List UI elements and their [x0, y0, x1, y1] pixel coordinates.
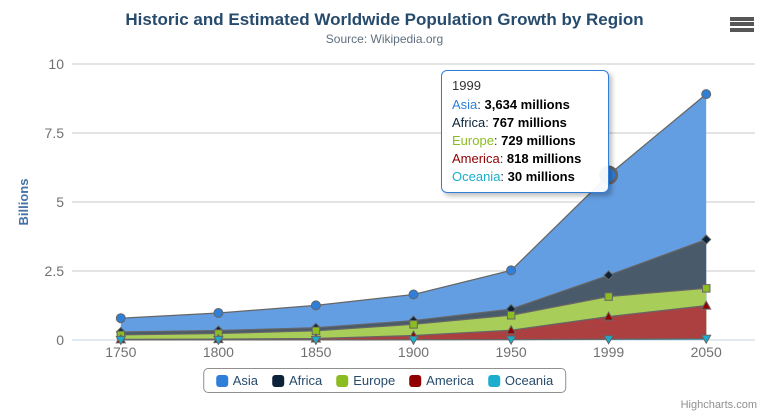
x-axis-label-1999: 1999: [593, 344, 624, 360]
marker-oceania-1750[interactable]: [115, 335, 127, 346]
marker-africa-2050[interactable]: [700, 234, 712, 245]
x-axis-label-1850: 1850: [300, 344, 331, 360]
hamburger-icon: [730, 16, 756, 32]
tooltip-series-value: 818 millions: [506, 151, 582, 166]
credits-link[interactable]: Highcharts.com: [680, 399, 757, 411]
legend-label: Asia: [232, 373, 259, 388]
marker-europe-1999[interactable]: [604, 292, 613, 301]
legend-label: America: [426, 373, 474, 388]
marker-asia-2050[interactable]: [701, 89, 712, 100]
x-axis-label-1750: 1750: [105, 344, 136, 360]
y-axis-label: 10: [48, 56, 64, 72]
marker-oceania-2050[interactable]: [700, 334, 712, 345]
marker-asia-1950[interactable]: [506, 265, 517, 276]
marker-oceania-1950[interactable]: [505, 335, 517, 346]
y-axis-label: 7.5: [45, 125, 65, 141]
marker-europe-1950[interactable]: [506, 311, 516, 320]
tooltip-row-oceania: Oceania: 30 millions: [452, 169, 575, 184]
marker-asia-1900[interactable]: [408, 289, 419, 300]
legend-item-europe[interactable]: Europe: [336, 373, 395, 388]
legend-swatch-icon: [215, 374, 228, 387]
tooltip-row-europe: Europe: 729 millions: [452, 133, 576, 148]
legend-item-america[interactable]: America: [409, 373, 474, 388]
tooltip-series-value: 729 millions: [501, 133, 576, 148]
marker-america-1999[interactable]: [603, 311, 614, 321]
y-axis-label: 2.5: [45, 263, 65, 279]
y-axis-label: 5: [56, 194, 64, 210]
context-menu-button[interactable]: [730, 16, 756, 34]
tooltip-rows: Asia: 3,634 millions Africa: 767 millions…: [452, 96, 598, 186]
marker-europe-2050[interactable]: [702, 284, 711, 293]
tooltip-series-name: Asia: [452, 97, 478, 112]
legend-swatch-icon: [487, 374, 500, 387]
tooltip: 1999 Asia: 3,634 millions Africa: 767 mil…: [441, 70, 609, 193]
x-axis-label-1950: 1950: [496, 344, 527, 360]
marker-africa-1999[interactable]: [603, 270, 614, 281]
marker-asia-1850[interactable]: [310, 300, 321, 311]
marker-america-2050[interactable]: [700, 300, 712, 310]
marker-asia-1800[interactable]: [213, 308, 224, 318]
y-axis-title: Billions: [16, 179, 31, 226]
legend-label: Africa: [289, 373, 323, 388]
marker-europe-1900[interactable]: [409, 320, 418, 329]
tooltip-row-africa: Africa: 767 millions: [452, 115, 567, 130]
tooltip-series-name: America: [452, 151, 500, 166]
legend-swatch-icon: [336, 374, 349, 387]
legend-label: Oceania: [504, 373, 554, 388]
series-area-america[interactable]: [120, 305, 707, 340]
y-axis-label: 0: [56, 332, 64, 348]
legend-item-asia[interactable]: Asia: [215, 373, 259, 388]
legend-swatch-icon: [272, 374, 285, 387]
x-axis-label-2050: 2050: [691, 344, 722, 360]
tooltip-row-america: America: 818 millions: [452, 151, 582, 166]
legend-item-africa[interactable]: Africa: [272, 373, 322, 388]
tooltip-series-name: Africa: [452, 115, 486, 130]
tooltip-row-asia: Asia: 3,634 millions: [452, 97, 570, 112]
legend: Asia Africa Europe America Oceania: [202, 368, 567, 393]
x-axis-label-1900: 1900: [398, 344, 429, 360]
marker-oceania-1800[interactable]: [213, 335, 224, 346]
x-axis-label-1800: 1800: [203, 344, 234, 360]
marker-america-1950[interactable]: [505, 324, 517, 335]
chart-title: Historic and Estimated Worldwide Populat…: [125, 10, 644, 29]
tooltip-header: 1999: [452, 78, 481, 93]
series-area-asia[interactable]: [120, 94, 707, 340]
chart-subtitle: Source: Wikipedia.org: [325, 32, 444, 46]
legend-swatch-icon: [409, 374, 422, 387]
tooltip-series-value: 767 millions: [492, 115, 567, 130]
marker-oceania-1999[interactable]: [603, 335, 614, 345]
marker-asia-1750[interactable]: [115, 313, 126, 324]
marker-oceania-1900[interactable]: [408, 335, 419, 346]
tooltip-series-name: Europe: [452, 133, 494, 148]
tooltip-series-name: Oceania: [452, 169, 501, 184]
tooltip-series-value: 30 millions: [507, 169, 575, 184]
legend-item-oceania[interactable]: Oceania: [487, 373, 554, 388]
legend-label: Europe: [353, 373, 396, 388]
tooltip-series-value: 3,634 millions: [484, 97, 570, 112]
marker-oceania-1850[interactable]: [310, 335, 322, 346]
